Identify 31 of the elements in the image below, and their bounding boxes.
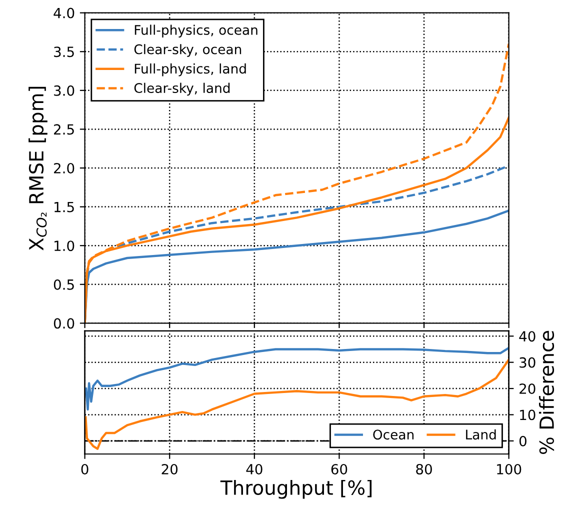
y-axis-title: X$_{CO₂}$ RMSE [ppm] [28, 86, 48, 250]
x-tick-label: 100 [497, 464, 522, 474]
y-tick-label: 1.0 [54, 240, 74, 252]
x-tick-label: 40 [246, 464, 262, 474]
legend-label: Clear-sky, ocean [134, 44, 242, 57]
y2-tick-label: 20 [520, 383, 536, 394]
x-axis-title: Throughput [%] [220, 480, 372, 499]
legend-label: Clear-sky, land [134, 82, 230, 96]
line-series [84, 346, 509, 411]
x-tick-label: 60 [331, 464, 348, 474]
x-tick-label: 20 [162, 464, 178, 474]
y-tick-label: 0.5 [54, 279, 74, 290]
y-tick-label: 2.0 [54, 162, 74, 174]
y-tick-label: 1.5 [54, 202, 74, 212]
x-tick-label: 0 [81, 464, 88, 474]
x-tick-label: 80 [416, 464, 432, 474]
legend-label: Full-physics, ocean [134, 24, 258, 38]
y-tick-label: 2.5 [54, 124, 74, 135]
y2-tick-label: 40 [519, 331, 536, 342]
legend-label: Land [466, 429, 496, 440]
y-tick-label: 3.0 [54, 85, 74, 96]
y-tick-label: 0.0 [54, 318, 74, 329]
legend-label: Full-physics, land [134, 63, 246, 76]
y-tick-label: 4.0 [54, 8, 74, 18]
y2-tick-label: 0 [519, 436, 526, 446]
y2-tick-label: 30 [520, 357, 536, 368]
y2-axis-title: % Difference [539, 330, 554, 454]
line-series [84, 358, 509, 450]
legend-label: Ocean [373, 430, 414, 440]
y2-tick-label: 10 [520, 410, 536, 420]
y-tick-label: 3.5 [54, 46, 74, 58]
